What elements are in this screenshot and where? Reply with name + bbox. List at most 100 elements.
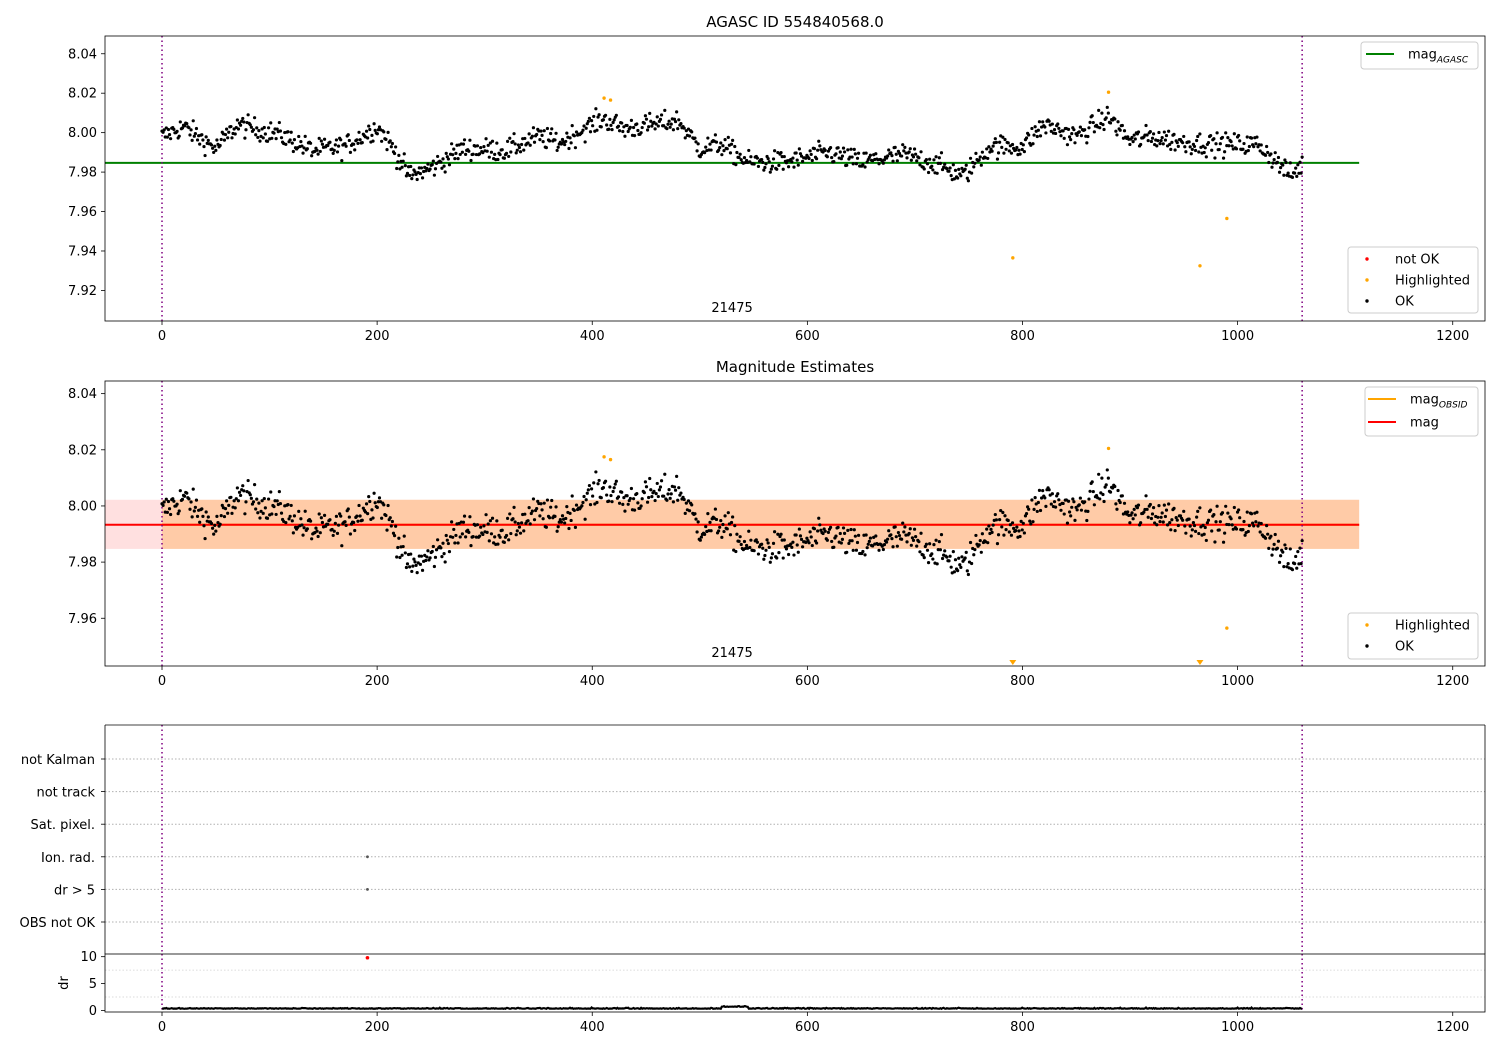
ok-point [616, 124, 621, 128]
highlighted-point [1198, 264, 1202, 268]
ok-point [640, 125, 644, 130]
ok-point [375, 132, 379, 136]
ok-point [402, 152, 406, 156]
ok-point [673, 488, 678, 492]
ok-point [1265, 524, 1269, 528]
ok-point [658, 485, 663, 489]
ok-point [430, 549, 434, 554]
ok-point [915, 544, 919, 548]
ok-point [668, 496, 672, 500]
ok-point [1298, 546, 1302, 550]
ok-point [708, 520, 712, 524]
ok-point [235, 486, 239, 490]
ok-point [1104, 116, 1108, 120]
ok-point [1130, 135, 1134, 140]
ok-point [478, 534, 482, 538]
ok-point [211, 146, 215, 150]
ok-point [775, 167, 779, 171]
ok-point [243, 512, 247, 516]
panel4-ytick-label: 0 [89, 1004, 97, 1019]
ok-point [358, 138, 362, 142]
ok-point [1146, 515, 1150, 519]
ok-point [504, 151, 509, 155]
ok-point [530, 509, 534, 513]
ok-point [265, 516, 270, 520]
ok-point [1204, 538, 1208, 543]
ok-point [535, 506, 539, 511]
ok-point [683, 511, 687, 515]
ok-point [966, 179, 970, 183]
ok-point [1202, 150, 1206, 155]
ok-point [529, 511, 533, 516]
ok-point [1043, 496, 1047, 500]
ok-point [1246, 529, 1250, 534]
panel2-xtick-label: 400 [580, 674, 605, 689]
ok-point [1102, 499, 1106, 504]
ok-point [498, 535, 502, 539]
ok-point [1286, 561, 1290, 566]
ok-point [1212, 513, 1216, 517]
ok-point [756, 552, 761, 556]
ok-point [1132, 133, 1136, 137]
ok-point [1190, 147, 1194, 152]
ok-point [398, 555, 402, 560]
ok-point [960, 555, 964, 559]
ok-point [594, 107, 598, 111]
ok-point [834, 152, 838, 156]
ok-point [861, 549, 865, 554]
ok-point [541, 140, 545, 144]
ok-point [239, 493, 243, 498]
ok-point [390, 519, 395, 524]
ok-point [1038, 508, 1043, 513]
ok-point [996, 533, 1001, 537]
panel4-xtick-label: 0 [158, 1020, 166, 1035]
ok-point [1020, 528, 1024, 532]
ok-point [469, 544, 473, 548]
ok-point [1092, 130, 1096, 134]
ok-point [484, 513, 488, 517]
ok-point [564, 139, 568, 144]
ok-point [1298, 160, 1302, 164]
ok-point [1193, 529, 1198, 533]
ok-point [924, 157, 929, 162]
ok-point [1271, 161, 1275, 165]
ok-point [735, 150, 739, 155]
ok-point [585, 491, 589, 495]
ok-point [766, 541, 770, 545]
ok-point [331, 533, 335, 538]
ok-point [804, 540, 808, 544]
ok-point [1281, 550, 1285, 554]
ok-point [203, 536, 207, 541]
ok-point [800, 545, 805, 549]
ok-point [841, 146, 846, 150]
ok-point [411, 173, 415, 177]
ok-point [299, 517, 303, 521]
ok-point [252, 483, 257, 487]
ok-point [278, 129, 283, 133]
ok-point [167, 133, 172, 137]
ok-point [326, 143, 330, 148]
ok-point [1054, 131, 1058, 136]
ok-point [310, 154, 314, 158]
ok-point [956, 176, 960, 180]
ok-point [230, 511, 234, 515]
ok-point [893, 525, 897, 529]
ok-point [568, 511, 572, 515]
ok-point [458, 152, 462, 157]
ok-point [445, 538, 449, 542]
ok-point [943, 162, 947, 166]
ok-point [684, 501, 688, 505]
ok-point [816, 148, 820, 152]
ok-point [212, 150, 216, 155]
ok-point [985, 527, 989, 531]
ok-point [761, 160, 765, 164]
ok-point [367, 124, 371, 128]
ok-point [867, 539, 871, 543]
ok-point [605, 123, 609, 127]
ok-point [1288, 547, 1292, 551]
ok-point [937, 540, 941, 544]
ok-point [998, 518, 1002, 522]
ok-point [570, 494, 574, 498]
ok-point [635, 122, 639, 126]
ok-point [959, 565, 963, 569]
